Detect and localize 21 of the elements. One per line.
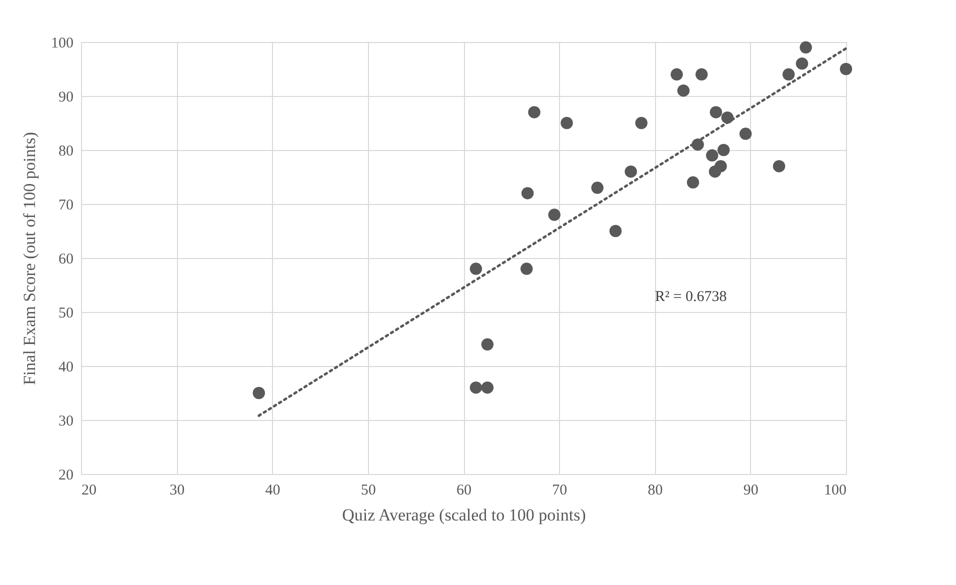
y-tick-label: 80	[58, 144, 74, 160]
x-tick-label: 20	[82, 482, 96, 498]
y-tick-label: 100	[51, 36, 74, 52]
x-tick-label: 70	[552, 482, 568, 498]
y-tick-label: 60	[58, 252, 74, 268]
y-tick-label: 70	[58, 198, 74, 214]
x-tick-label: 90	[743, 482, 758, 498]
y-axis-title: Final Exam Score (out of 100 points)	[20, 132, 39, 386]
x-axis-title: Quiz Average (scaled to 100 points)	[342, 506, 586, 524]
y-tick-label: 30	[58, 414, 74, 430]
x-tick-label: 40	[265, 482, 280, 498]
x-tick-label: 80	[648, 482, 663, 498]
x-tick-label: 60	[456, 482, 472, 498]
y-tick-label: 50	[58, 306, 74, 322]
annotation: R² = 0.6738	[655, 289, 727, 305]
y-tick-label: 20	[58, 468, 74, 484]
x-tick-label: 100	[824, 482, 846, 498]
x-tick-label: 50	[360, 482, 376, 498]
x-tick-label: 30	[170, 482, 185, 498]
y-tick-label: 40	[58, 360, 74, 376]
y-tick-label: 90	[58, 90, 74, 106]
